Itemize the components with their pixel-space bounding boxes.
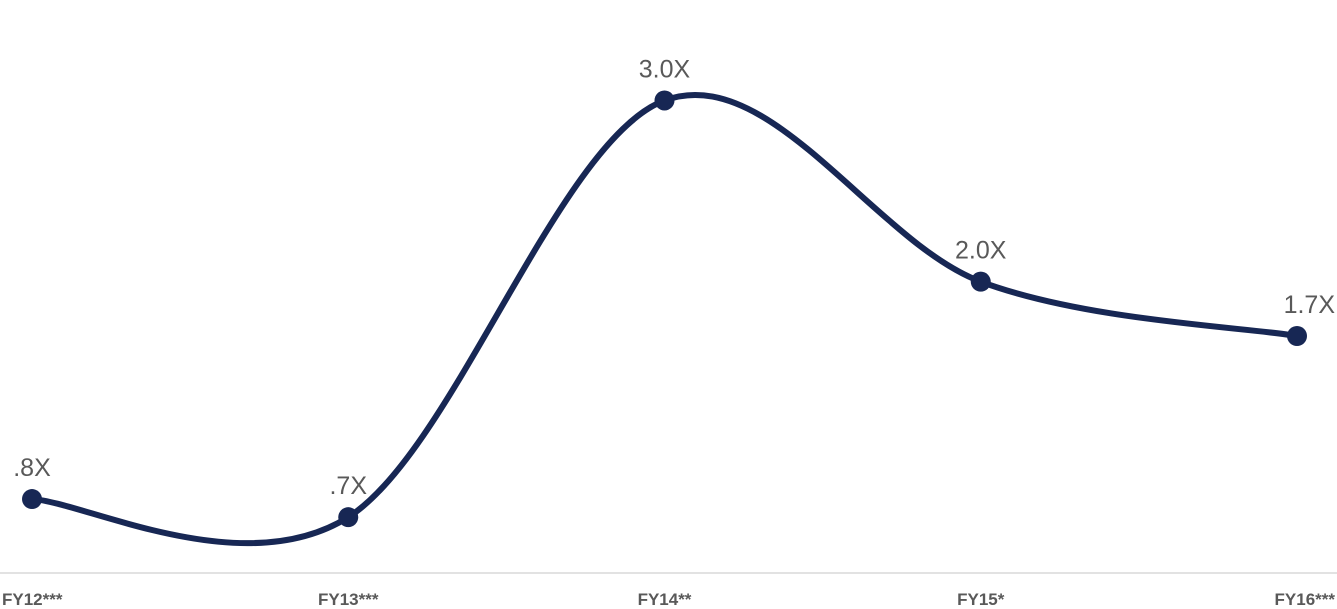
series-line	[29, 91, 1300, 547]
data-label: 3.0X	[639, 55, 691, 83]
data-label: 1.7X	[1284, 291, 1336, 319]
data-label: .8X	[13, 454, 51, 482]
x-tick-label: FY12***	[2, 590, 63, 609]
data-point-fy16	[1287, 326, 1307, 346]
x-tick-label: FY16***	[1275, 590, 1336, 609]
x-tick-label: FY13***	[318, 590, 379, 609]
data-label: 2.0X	[955, 237, 1007, 265]
data-point-fy12	[22, 489, 42, 510]
data-point-fy15	[970, 271, 991, 292]
x-tick-label: FY15*	[957, 590, 1005, 609]
data-point-fy14	[654, 90, 675, 111]
data-label: .7X	[329, 472, 367, 500]
x-tick-labels: FY12*** FY13*** FY14** FY15* FY16***	[2, 590, 1335, 609]
data-point-fy13	[338, 507, 359, 528]
data-markers	[22, 90, 1307, 528]
x-tick-label: FY14**	[638, 590, 692, 609]
data-labels: .8X .7X 3.0X 2.0X 1.7X	[13, 55, 1335, 500]
